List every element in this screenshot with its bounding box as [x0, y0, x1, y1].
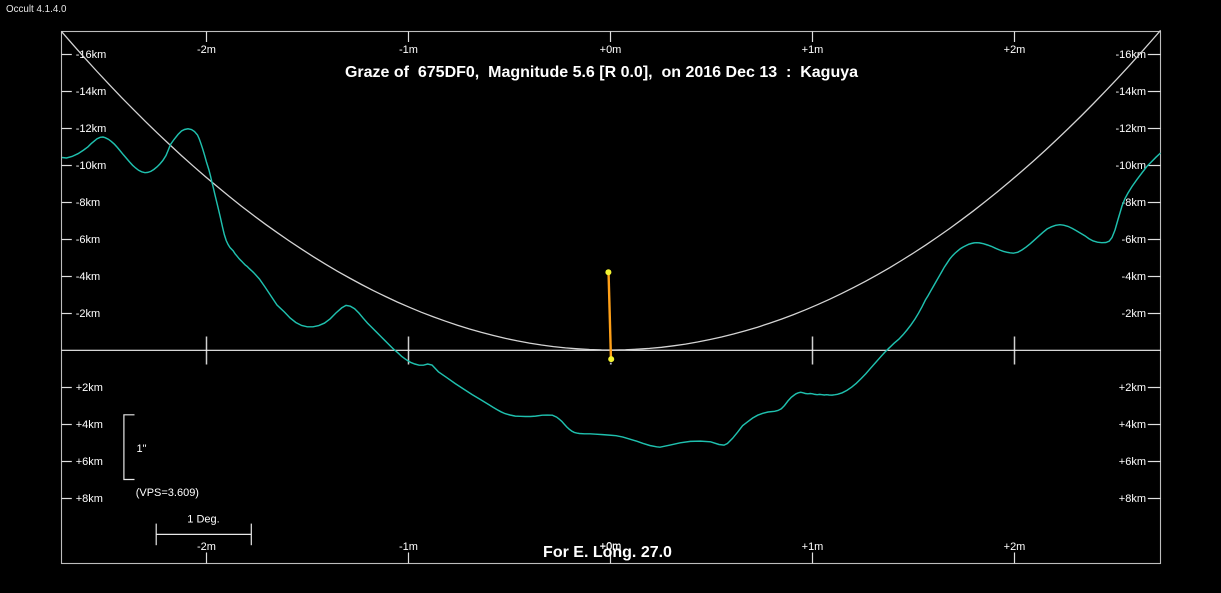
svg-text:-2m: -2m: [197, 44, 216, 56]
svg-text:-2m: -2m: [197, 541, 216, 553]
svg-text:+2km: +2km: [76, 382, 103, 394]
svg-text:+8km: +8km: [76, 493, 103, 505]
svg-text:-12km: -12km: [1115, 123, 1146, 135]
svg-text:Graze of 675DF0, Magnitude 5: Graze of 675DF0, Magnitude 5.6 [R 0.0], …: [345, 64, 858, 81]
svg-text:-10km: -10km: [1115, 160, 1146, 172]
svg-text:-2km: -2km: [1122, 308, 1146, 320]
svg-text:1": 1": [137, 443, 147, 455]
svg-text:+6km: +6km: [76, 456, 103, 468]
svg-text:+8km: +8km: [1119, 493, 1146, 505]
svg-text:-6km: -6km: [76, 234, 100, 246]
svg-text:-4km: -4km: [76, 271, 100, 283]
svg-text:1 Deg.: 1 Deg.: [187, 514, 219, 526]
svg-text:+4km: +4km: [76, 419, 103, 431]
svg-text:+2km: +2km: [1119, 382, 1146, 394]
svg-text:+1m: +1m: [802, 541, 824, 553]
svg-text:+0m: +0m: [600, 541, 622, 553]
svg-text:-12km: -12km: [76, 123, 107, 135]
svg-text:+2m: +2m: [1004, 541, 1026, 553]
svg-text:-2km: -2km: [76, 308, 100, 320]
svg-text:+1m: +1m: [802, 44, 824, 56]
svg-text:+0m: +0m: [600, 541, 622, 553]
svg-text:-1m: -1m: [399, 541, 418, 553]
svg-text:-1m: -1m: [399, 44, 418, 56]
svg-text:-14km: -14km: [76, 86, 107, 98]
svg-text:-16km: -16km: [76, 49, 107, 61]
svg-text:+4km: +4km: [1119, 419, 1146, 431]
svg-text:+6km: +6km: [1119, 456, 1146, 468]
svg-text:+2m: +2m: [1004, 44, 1026, 56]
svg-text:-10km: -10km: [76, 160, 107, 172]
svg-text:For E. Long. 27.0: For E. Long. 27.0: [543, 544, 672, 561]
svg-text:-4km: -4km: [1122, 271, 1146, 283]
svg-text:Occult 4.1.4.0: Occult 4.1.4.0: [6, 4, 67, 15]
svg-text:-8km: -8km: [1122, 197, 1146, 209]
svg-text:-14km: -14km: [1115, 86, 1146, 98]
svg-text:(VPS=3.609): (VPS=3.609): [136, 487, 199, 499]
svg-text:-16km: -16km: [1115, 49, 1146, 61]
svg-text:+0m: +0m: [600, 44, 622, 56]
svg-text:-8km: -8km: [76, 197, 100, 209]
svg-text:-6km: -6km: [1122, 234, 1146, 246]
